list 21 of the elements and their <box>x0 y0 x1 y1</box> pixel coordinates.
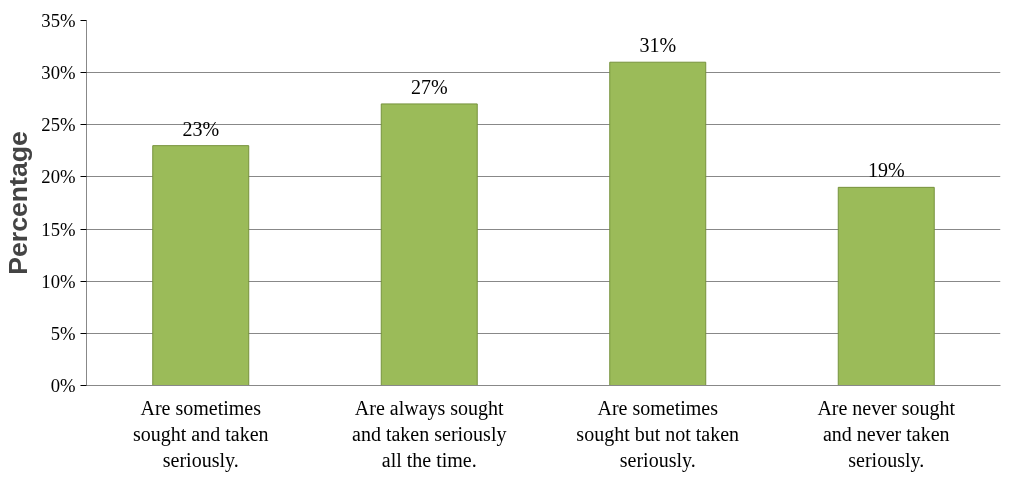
x-tick-label: Are sometimes sought and taken seriously. <box>132 396 269 473</box>
data-label: 23% <box>182 117 220 140</box>
y-tick-label: 0% <box>50 375 76 396</box>
y-tick-label: 15% <box>41 218 76 240</box>
y-axis-title: Percentage <box>3 131 34 275</box>
bar <box>152 145 250 386</box>
x-tick-label: Are never sought and never taken seriously. <box>817 396 956 473</box>
x-tick-label: Are always sought and taken seriously all the time. <box>352 396 507 472</box>
bar <box>380 103 478 386</box>
y-tick-label: 35% <box>41 10 76 31</box>
y-tick-label: 25% <box>41 114 76 136</box>
x-tick-label: Are sometimes sought but not taken seriously. <box>576 396 740 473</box>
data-label: 27% <box>410 75 448 98</box>
y-tick-label: 10% <box>41 270 76 292</box>
bar <box>837 186 935 386</box>
bar <box>609 61 707 386</box>
y-tick-label: 5% <box>50 322 76 344</box>
data-label: 19% <box>867 159 905 182</box>
y-tick-label: 20% <box>41 166 76 188</box>
data-label: 31% <box>639 34 677 57</box>
y-tick-label: 30% <box>41 62 76 84</box>
